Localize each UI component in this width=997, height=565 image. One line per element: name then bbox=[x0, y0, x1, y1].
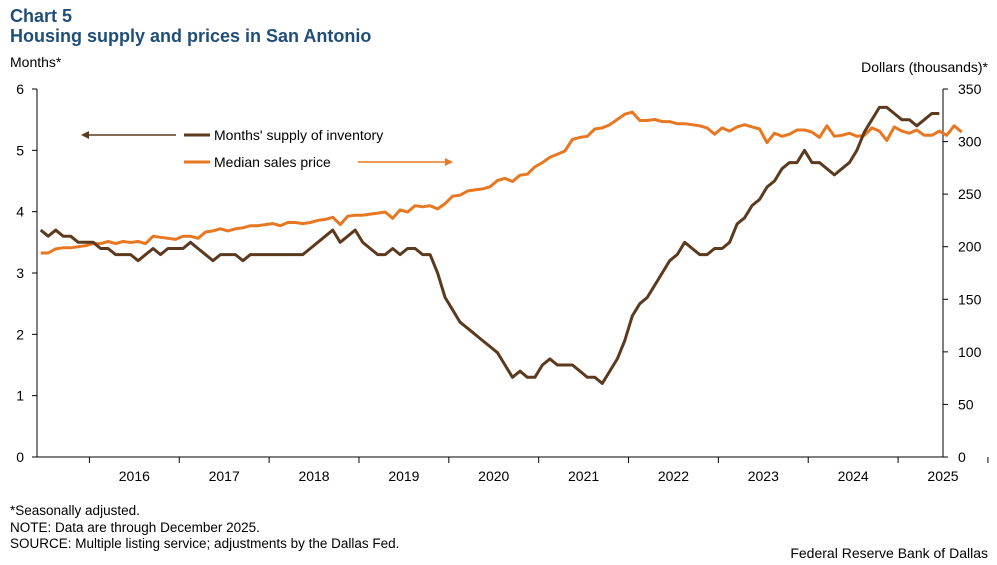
x-tick-label: 2020 bbox=[478, 468, 509, 484]
legend-arrowhead-supply bbox=[81, 131, 89, 139]
right-tick-label: 350 bbox=[958, 81, 982, 97]
legend-label-price: Median sales price bbox=[214, 154, 331, 170]
legend: Months' supply of inventory Median sales… bbox=[81, 127, 453, 170]
footnote-note: NOTE: Data are through December 2025. bbox=[10, 519, 260, 535]
chart-area: Months* Dollars (thousands)* 0 1 2 3 4 5 6 0 50… bbox=[10, 54, 989, 484]
right-tick-label: 300 bbox=[958, 134, 982, 150]
left-tick-label: 0 bbox=[16, 449, 24, 465]
right-tick-label: 100 bbox=[958, 344, 982, 360]
footnote-source: SOURCE: Multiple listing service; adjust… bbox=[10, 536, 400, 551]
left-axis-label: Months* bbox=[10, 54, 62, 70]
left-tick-label: 2 bbox=[16, 326, 24, 342]
x-tick-label: 2024 bbox=[838, 468, 869, 484]
legend-arrowhead-price bbox=[445, 158, 453, 166]
left-tick-label: 5 bbox=[16, 142, 24, 158]
right-tick-label: 0 bbox=[958, 449, 966, 465]
x-tick-label: 2023 bbox=[748, 468, 779, 484]
footnote-seasonal: *Seasonally adjusted. bbox=[10, 503, 140, 518]
x-tick-label: 2025 bbox=[927, 468, 958, 484]
x-tick-label: 2017 bbox=[209, 468, 240, 484]
credit: Federal Reserve Bank of Dallas bbox=[790, 545, 988, 561]
right-tick-label: 50 bbox=[958, 396, 974, 412]
x-tick-label: 2016 bbox=[119, 468, 150, 484]
chart-label: Chart 5 bbox=[10, 6, 73, 26]
right-axis-label: Dollars (thousands)* bbox=[861, 59, 988, 75]
legend-label-supply: Months' supply of inventory bbox=[214, 127, 383, 143]
left-tick-label: 6 bbox=[16, 81, 24, 97]
x-tick-label: 2018 bbox=[298, 468, 329, 484]
x-tick-label: 2022 bbox=[658, 468, 689, 484]
x-axis: 2016 2017 2018 2019 2020 2021 2022 2023 2024 2025 bbox=[37, 456, 989, 484]
plot-lines bbox=[39, 105, 963, 385]
footnotes: *Seasonally adjusted. NOTE: Data are thr… bbox=[10, 503, 399, 553]
right-tick-label: 200 bbox=[958, 239, 982, 255]
left-tick-label: 3 bbox=[16, 265, 24, 281]
chart-title: Housing supply and prices in San Antonio bbox=[10, 26, 372, 46]
right-tick-label: 150 bbox=[958, 291, 982, 307]
series-line-price bbox=[40, 110, 963, 255]
left-axis: 0 1 2 3 4 5 6 bbox=[16, 81, 38, 465]
right-tick-label: 250 bbox=[958, 186, 982, 202]
left-tick-label: 1 bbox=[16, 388, 24, 404]
series-line-supply bbox=[39, 105, 940, 385]
right-axis: 0 50 100 150 200 250 300 350 bbox=[942, 81, 982, 465]
left-tick-label: 4 bbox=[16, 204, 24, 220]
x-tick-label: 2019 bbox=[388, 468, 419, 484]
x-tick-label: 2021 bbox=[568, 468, 599, 484]
